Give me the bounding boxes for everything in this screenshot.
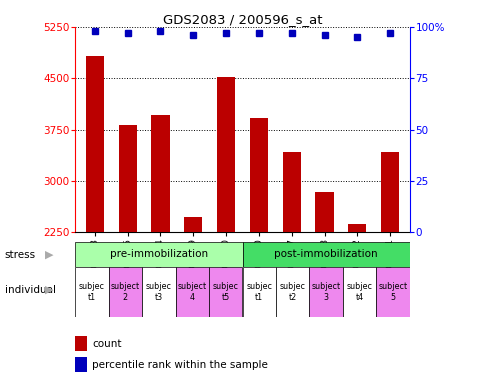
Text: percentile rank within the sample: percentile rank within the sample — [92, 360, 268, 370]
Text: subjec
t2: subjec t2 — [279, 282, 305, 301]
Bar — [151, 115, 169, 232]
Text: subject
2: subject 2 — [110, 282, 140, 301]
Bar — [184, 217, 202, 232]
Bar — [175, 267, 209, 317]
Text: post-immobilization: post-immobilization — [274, 249, 377, 260]
Bar — [75, 242, 242, 267]
Text: subject
4: subject 4 — [177, 282, 207, 301]
Bar — [209, 267, 242, 317]
Bar — [380, 152, 398, 232]
Text: subject
3: subject 3 — [311, 282, 340, 301]
Bar — [282, 152, 300, 232]
Text: subjec
t4: subjec t4 — [346, 282, 372, 301]
Text: subjec
t3: subjec t3 — [146, 282, 171, 301]
Text: ▶: ▶ — [45, 285, 53, 295]
Text: pre-immobilization: pre-immobilization — [109, 249, 208, 260]
Title: GDS2083 / 200596_s_at: GDS2083 / 200596_s_at — [163, 13, 321, 26]
Bar — [217, 77, 235, 232]
Bar — [309, 267, 342, 317]
Bar — [376, 267, 409, 317]
Bar — [75, 267, 108, 317]
Bar — [275, 267, 309, 317]
Bar — [119, 125, 136, 232]
Bar — [342, 267, 376, 317]
Bar — [142, 267, 175, 317]
Bar — [242, 267, 275, 317]
Bar — [249, 118, 267, 232]
Bar — [315, 192, 333, 232]
Bar — [348, 224, 365, 232]
Text: subject
5: subject 5 — [378, 282, 407, 301]
Text: subjec
t5: subjec t5 — [212, 282, 238, 301]
Text: ▶: ▶ — [45, 250, 53, 260]
Text: count: count — [92, 339, 121, 349]
Bar — [108, 267, 142, 317]
Text: subjec
t1: subjec t1 — [246, 282, 272, 301]
Text: stress: stress — [5, 250, 36, 260]
Text: subjec
t1: subjec t1 — [79, 282, 105, 301]
Bar — [86, 56, 104, 232]
Bar — [242, 242, 409, 267]
Text: individual: individual — [5, 285, 56, 295]
